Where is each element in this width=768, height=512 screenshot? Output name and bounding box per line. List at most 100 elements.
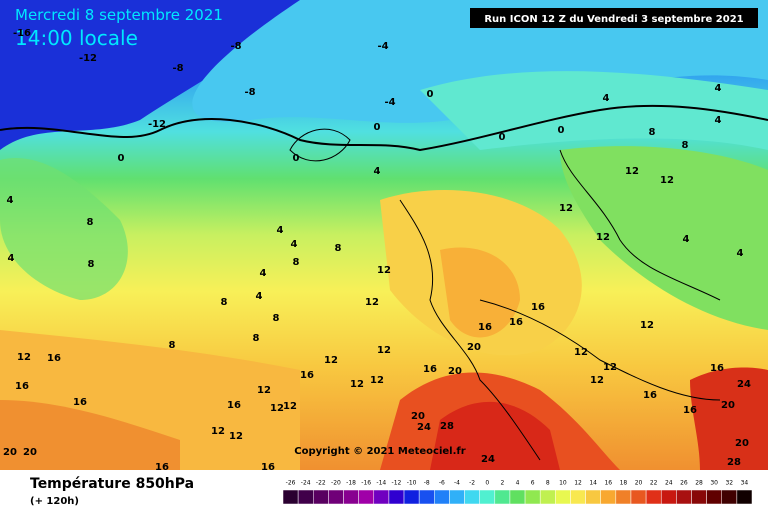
colorbar-swatch [585, 489, 601, 505]
colorbar-swatch [313, 489, 329, 505]
contour-label: 4 [256, 291, 263, 302]
contour-label: 12 [211, 426, 225, 437]
contour-label: 12 [574, 347, 588, 358]
forecast-date: Mercredi 8 septembre 2021 [15, 6, 223, 24]
contour-label: -4 [384, 97, 395, 108]
colorbar-swatch [403, 489, 420, 505]
colorbar-swatch [434, 489, 450, 505]
contour-label: 4 [291, 239, 298, 250]
contour-label: 20 [721, 400, 735, 411]
colorbar-tick-label: -4 [454, 480, 460, 487]
contour-label: 4 [715, 83, 722, 94]
contour-label: 12 [625, 166, 639, 177]
contour-label: 8 [273, 313, 280, 324]
contour-label: 0 [499, 132, 506, 143]
colorbar-swatch [645, 489, 662, 505]
contour-label: 12 [350, 379, 364, 390]
colorbar-swatch [721, 489, 738, 505]
contour-label: 0 [374, 122, 381, 133]
colorbar-swatch [297, 489, 314, 505]
contour-label: 12 [17, 352, 31, 363]
colorbar-tick-label: -8 [424, 480, 430, 487]
colorbar-tick-label: 24 [665, 480, 673, 487]
colorbar-swatch [600, 489, 617, 505]
contour-label: 16 [710, 363, 724, 374]
contour-label: 4 [603, 93, 610, 104]
contour-label: 8 [169, 340, 176, 351]
colorbar-tick-label: 34 [741, 480, 749, 487]
contour-label: 12 [559, 203, 573, 214]
colorbar-swatch [524, 489, 541, 505]
contour-label: 16 [531, 302, 545, 313]
contour-label: 20 [3, 447, 17, 458]
contour-label: 12 [365, 297, 379, 308]
colorbar-tick-label: 0 [485, 480, 489, 487]
colorbar-swatch [509, 489, 526, 505]
colorbar-tick-label: 10 [559, 480, 567, 487]
contour-label: 8 [649, 127, 656, 138]
contour-label: -8 [244, 87, 255, 98]
run-box [470, 8, 758, 28]
contour-label: 4 [374, 166, 381, 177]
forecast-time: 14:00 locale [15, 26, 138, 50]
legend-title: Température 850hPa [30, 476, 194, 492]
colorbar-tick-label: 16 [604, 480, 612, 487]
contour-label: 16 [155, 462, 169, 473]
colorbar-tick-label: -22 [316, 480, 326, 487]
colorbar-swatch [449, 489, 465, 505]
contour-label: 12 [370, 375, 384, 386]
colorbar-swatch [479, 489, 496, 505]
colorbar-tick-label: 22 [650, 480, 658, 487]
colorbar-swatch [660, 489, 677, 505]
contour-label: 12 [660, 175, 674, 186]
colorbar-tick-label: -18 [346, 480, 356, 487]
contour-label: 4 [737, 248, 744, 259]
contour-label: 20 [411, 411, 425, 422]
colorbar-swatch [555, 489, 571, 505]
colorbar-swatch [282, 489, 299, 505]
contour-label: 12 [324, 355, 338, 366]
colorbar-tick-label: 14 [589, 480, 597, 487]
colorbar-tick-label: -14 [376, 480, 386, 487]
contour-label: -4 [377, 41, 388, 52]
contour-label: 4 [277, 225, 284, 236]
colorbar-tick-label: 12 [574, 480, 582, 487]
contour-label: 8 [87, 217, 94, 228]
contour-label: 16 [15, 381, 29, 392]
contour-label: 28 [440, 421, 454, 432]
colorbar-swatch [464, 489, 480, 505]
contour-label: 16 [300, 370, 314, 381]
contour-label: 16 [73, 397, 87, 408]
contour-label: 12 [283, 401, 297, 412]
contour-label: 0 [427, 89, 434, 100]
contour-label: 12 [590, 375, 604, 386]
colorbar-tick-label: -6 [439, 480, 445, 487]
contour-label: 20 [448, 366, 462, 377]
contour-label: 12 [270, 403, 284, 414]
colorbar-swatch [388, 489, 405, 505]
contour-label: 0 [293, 153, 300, 164]
colorbar-tick-label: -16 [361, 480, 371, 487]
contour-label: 24 [417, 422, 431, 433]
colorbar-tick-label: 8 [546, 480, 550, 487]
colorbar-swatch [373, 489, 390, 505]
colorbar-tick-label: 26 [680, 480, 688, 487]
colorbar-tick-label: 20 [635, 480, 643, 487]
contour-label: 8 [221, 297, 228, 308]
map-background [0, 0, 768, 470]
contour-label: 20 [467, 342, 481, 353]
contour-label: -12 [148, 119, 166, 130]
colorbar-swatch [706, 489, 722, 505]
colorbar-tick-label: 32 [725, 480, 733, 487]
contour-label: 16 [47, 353, 61, 364]
coastlines [0, 104, 768, 461]
contour-label: 8 [335, 243, 342, 254]
colorbar-swatch [691, 489, 707, 505]
contour-label: 16 [643, 390, 657, 401]
contour-label: 8 [293, 257, 300, 268]
colorbar-tick-label: 30 [710, 480, 718, 487]
contour-label: 12 [229, 431, 243, 442]
contour-label: 12 [640, 320, 654, 331]
